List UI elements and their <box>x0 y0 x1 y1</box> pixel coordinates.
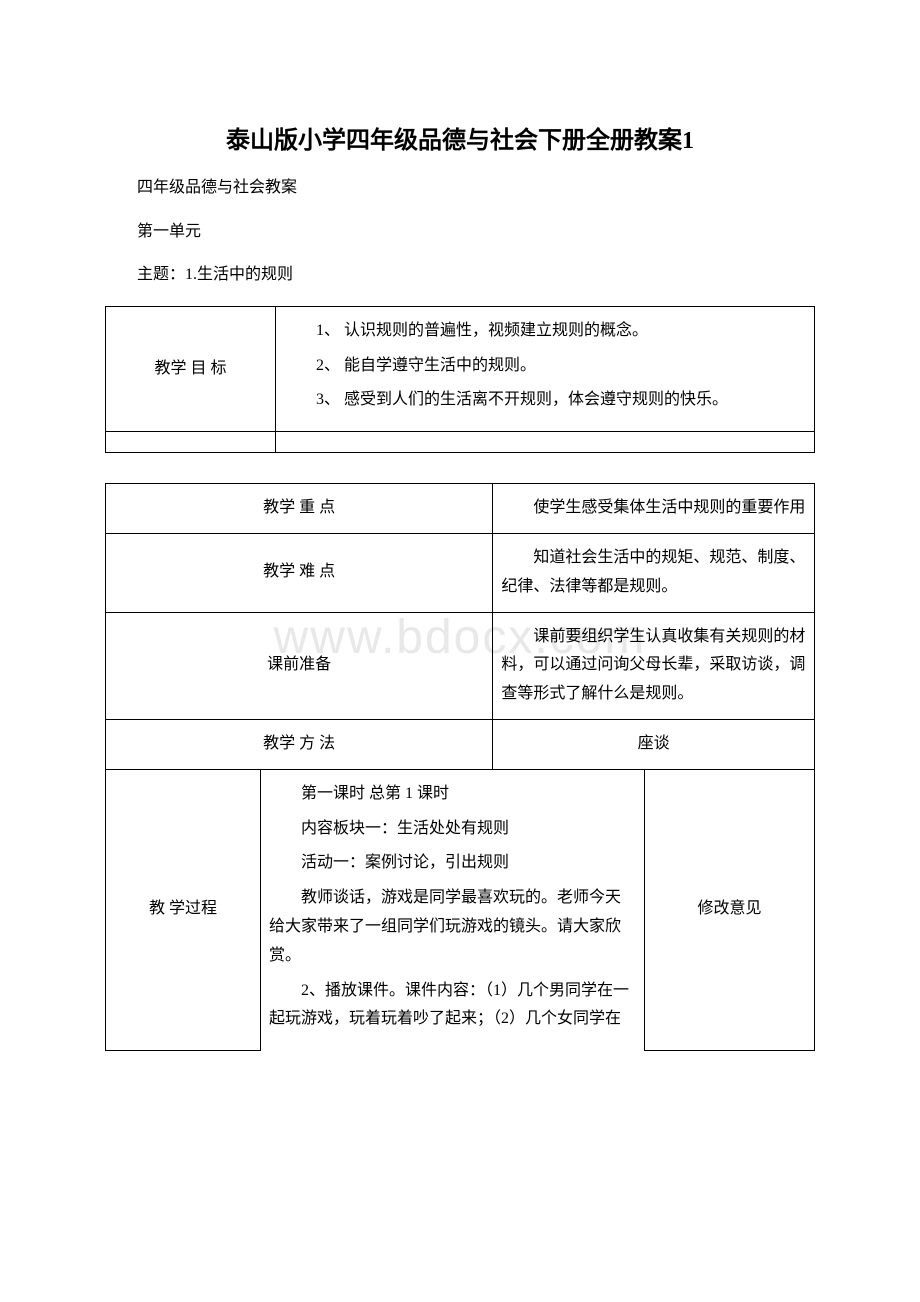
intro-line-1: 四年级品德与社会教案 <box>105 175 815 201</box>
intro-line-3: 主题：1.生活中的规则 <box>105 262 815 288</box>
preparation-label: 课前准备 <box>106 612 493 719</box>
process-content: 第一课时 总第 1 课时 内容板块一：生活处处有规则 活动一：案例讨论，引出规则… <box>261 769 645 1050</box>
table-row: 教学 目 标 1、 认识规则的普遍性，视频建立规则的概念。 2、 能自学遵守生活… <box>106 306 815 431</box>
table-2: 教学 重 点 使学生感受集体生活中规则的重要作用 教学 难 点 知道社会生活中的… <box>105 483 815 1050</box>
goal-item-2: 2、 能自学遵守生活中的规则。 <box>284 352 806 381</box>
intro-line-2: 第一单元 <box>105 219 815 245</box>
table-row: 教 学过程 第一课时 总第 1 课时 内容板块一：生活处处有规则 活动一：案例讨… <box>106 769 815 1050</box>
table-row <box>106 432 815 453</box>
keypoint-label: 教学 重 点 <box>106 484 493 534</box>
table-row: 教学 方 法 座谈 <box>106 719 815 769</box>
teaching-goal-content: 1、 认识规则的普遍性，视频建立规则的概念。 2、 能自学遵守生活中的规则。 3… <box>276 306 815 431</box>
process-p1: 第一课时 总第 1 课时 <box>269 780 636 809</box>
table-row: 教学 重 点 使学生感受集体生活中规则的重要作用 <box>106 484 815 534</box>
difficulty-label: 教学 难 点 <box>106 533 493 612</box>
process-p5: 2、播放课件。课件内容：（1）几个男同学在一起玩游戏，玩着玩着吵了起来；（2）几… <box>269 977 636 1035</box>
keypoint-content: 使学生感受集体生活中规则的重要作用 <box>493 484 815 534</box>
teaching-goal-label: 教学 目 标 <box>106 306 276 431</box>
difficulty-content: 知道社会生活中的规矩、规范、制度、纪律、法律等都是规则。 <box>493 533 815 612</box>
page-title: 泰山版小学四年级品德与社会下册全册教案1 <box>105 120 815 155</box>
goal-item-1: 1、 认识规则的普遍性，视频建立规则的概念。 <box>284 317 806 346</box>
method-label: 教学 方 法 <box>106 719 493 769</box>
empty-cell <box>106 432 276 453</box>
process-p2: 内容板块一：生活处处有规则 <box>269 815 636 844</box>
process-p3: 活动一：案例讨论，引出规则 <box>269 849 636 878</box>
table-row: 课前准备 课前要组织学生认真收集有关规则的材料，可以通过问询父母长辈，采取访谈，… <box>106 612 815 719</box>
revise-label: 修改意见 <box>645 769 815 1050</box>
process-label: 教 学过程 <box>106 769 261 1050</box>
preparation-content: 课前要组织学生认真收集有关规则的材料，可以通过问询父母长辈，采取访谈，调查等形式… <box>493 612 815 719</box>
document-content: 泰山版小学四年级品德与社会下册全册教案1 四年级品德与社会教案 第一单元 主题：… <box>105 120 815 1051</box>
table-1: 教学 目 标 1、 认识规则的普遍性，视频建立规则的概念。 2、 能自学遵守生活… <box>105 306 815 453</box>
method-content: 座谈 <box>493 719 815 769</box>
empty-cell <box>276 432 815 453</box>
goal-item-3: 3、 感受到人们的生活离不开规则，体会遵守规则的快乐。 <box>284 386 806 415</box>
process-p4: 教师谈话，游戏是同学最喜欢玩的。老师今天给大家带来了一组同学们玩游戏的镜头。请大… <box>269 884 636 970</box>
table-row: 教学 难 点 知道社会生活中的规矩、规范、制度、纪律、法律等都是规则。 <box>106 533 815 612</box>
